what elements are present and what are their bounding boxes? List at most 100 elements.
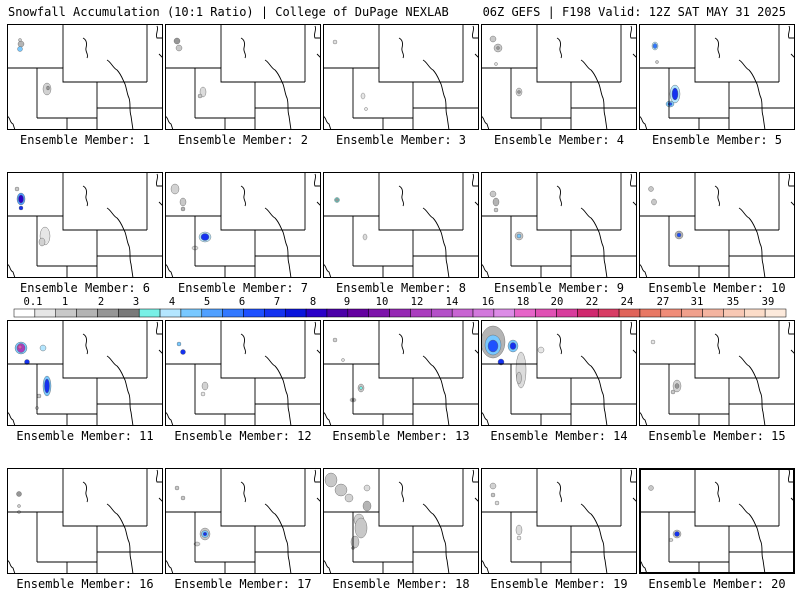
map-frame xyxy=(481,468,637,574)
snowfall-contour xyxy=(489,35,497,43)
colorbar-swatch xyxy=(660,308,682,318)
state-border xyxy=(7,363,81,379)
member-map xyxy=(323,172,479,278)
colorbar-swatch xyxy=(326,308,349,318)
member-map xyxy=(323,468,479,574)
snowfall-contour xyxy=(16,491,22,497)
map-frame xyxy=(481,24,637,130)
state-border xyxy=(714,185,720,207)
colorbar-tick-label: 22 xyxy=(585,296,599,308)
state-border xyxy=(398,481,404,503)
snowfall-contour xyxy=(489,482,497,490)
colorbar-swatch xyxy=(535,308,557,318)
state-border xyxy=(165,411,174,426)
colorbar-swatch xyxy=(180,308,203,318)
state-border xyxy=(398,37,404,59)
colorbar-tick-label: 39 xyxy=(761,296,775,308)
member-map xyxy=(481,320,637,426)
state-border xyxy=(580,355,608,426)
colorbar-tick-label: 14 xyxy=(445,296,459,308)
snowfall-contour xyxy=(18,205,24,211)
colorbar-swatch xyxy=(284,308,307,318)
ensemble-member-panel: Ensemble Member: 5 xyxy=(639,24,795,147)
state-border xyxy=(7,115,16,130)
state-border xyxy=(323,559,332,574)
snowfall-contour xyxy=(494,500,500,506)
state-border xyxy=(313,173,321,187)
colorbar-swatch xyxy=(681,308,703,318)
state-border xyxy=(7,511,81,527)
state-border xyxy=(323,511,397,527)
snowfall-contour xyxy=(509,342,517,350)
ensemble-member-panel: Ensemble Member: 16 xyxy=(7,468,163,591)
map-frame xyxy=(7,468,163,574)
state-border xyxy=(165,263,174,278)
snowfall-contour xyxy=(655,60,659,64)
snowfall-contour xyxy=(341,358,345,362)
state-border xyxy=(155,173,163,187)
snowfall-contour xyxy=(350,535,360,549)
snowfall-contour xyxy=(359,386,363,390)
state-border xyxy=(629,173,637,187)
colorbar-swatch xyxy=(159,308,182,318)
state-border xyxy=(82,37,88,59)
snowfall-contour xyxy=(516,535,522,541)
map-background xyxy=(165,468,321,574)
map-frame xyxy=(7,320,163,426)
member-label: Ensemble Member: 7 xyxy=(177,281,309,295)
snowfall-contour xyxy=(489,190,497,198)
colorbar-tick-label: 20 xyxy=(550,296,564,308)
member-map xyxy=(165,320,321,426)
colorbar-swatch xyxy=(347,308,369,318)
member-map xyxy=(639,468,795,574)
state-border xyxy=(714,37,720,59)
map-frame xyxy=(639,172,795,278)
snowfall-contour xyxy=(674,383,680,389)
ensemble-member-panel: Ensemble Member: 2 xyxy=(165,24,321,147)
colorbar-swatch xyxy=(744,308,766,318)
state-border xyxy=(738,503,766,574)
state-border xyxy=(7,411,16,426)
state-border xyxy=(481,67,555,83)
member-map xyxy=(639,24,795,130)
member-map xyxy=(639,172,795,278)
member-label: Ensemble Member: 16 xyxy=(16,577,154,591)
state-border xyxy=(471,173,479,187)
map-frame xyxy=(323,24,479,130)
ensemble-member-panel: Ensemble Member: 7 xyxy=(165,172,321,295)
snowfall-contour xyxy=(344,493,354,503)
ensemble-member-panel: Ensemble Member: 1 xyxy=(7,24,163,147)
state-border xyxy=(264,355,292,426)
snowfall-contour xyxy=(354,517,368,539)
state-border xyxy=(481,411,490,426)
member-map xyxy=(481,24,637,130)
snowfall-contour xyxy=(492,197,500,207)
state-border xyxy=(556,333,562,355)
state-border xyxy=(580,503,608,574)
state-border xyxy=(165,559,174,574)
colorbar-tick-label: 31 xyxy=(690,296,704,308)
colorbar-swatch xyxy=(764,308,787,318)
snowfall-contour xyxy=(494,62,498,66)
snowfall-contour xyxy=(335,198,339,202)
chart-title: Snowfall Accumulation (10:1 Ratio) | Col… xyxy=(8,5,449,19)
map-frame xyxy=(481,320,637,426)
snowfall-contour xyxy=(650,339,656,345)
state-border xyxy=(7,559,16,574)
state-border xyxy=(106,503,134,574)
member-label: Ensemble Member: 12 xyxy=(174,429,312,443)
snowfall-colorbar xyxy=(13,308,787,318)
map-frame xyxy=(165,320,321,426)
map-background xyxy=(323,320,479,426)
state-border xyxy=(323,263,332,278)
state-border xyxy=(787,173,795,187)
map-background xyxy=(481,24,637,130)
state-border xyxy=(422,355,450,426)
colorbar-swatch xyxy=(702,308,724,318)
colorbar-swatch xyxy=(514,308,536,318)
member-label: Ensemble Member: 11 xyxy=(16,429,154,443)
state-border xyxy=(82,333,88,355)
snowfall-contour xyxy=(334,483,348,497)
state-border xyxy=(323,115,332,130)
colorbar-swatch xyxy=(305,308,328,318)
